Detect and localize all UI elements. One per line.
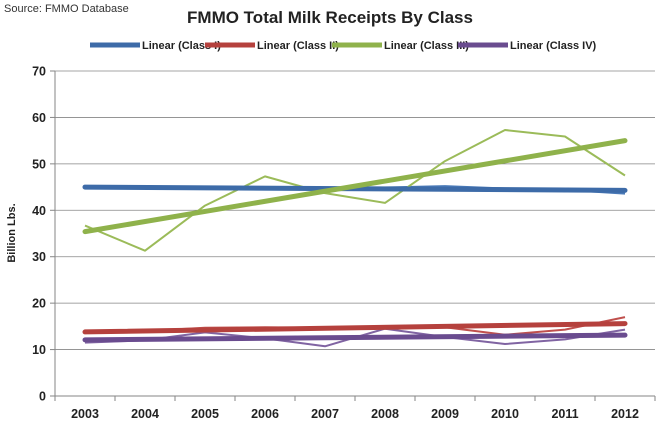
source-note: Source: FMMO Database	[4, 3, 129, 15]
trendlines	[82, 138, 628, 343]
y-tick-label-0: 0	[39, 390, 46, 404]
x-tick-label-2004: 2004	[131, 407, 159, 421]
y-tick-label-60: 60	[32, 111, 46, 125]
trendline-3	[82, 138, 628, 235]
x-tick-label-2008: 2008	[371, 407, 399, 421]
x-tick-label-2010: 2010	[491, 407, 519, 421]
chart-title: FMMO Total Milk Receipts By Class	[187, 8, 473, 27]
y-axis-label: Billion Lbs.	[6, 203, 18, 262]
x-tick-label-2005: 2005	[191, 407, 219, 421]
gridlines	[55, 70, 655, 350]
trendline-1	[82, 184, 628, 193]
y-tick-labels: 0 10 20 30 40 50 60 70	[32, 65, 46, 404]
y-tick-label-20: 20	[32, 297, 46, 311]
y-tick-label-70: 70	[32, 65, 46, 79]
legend: Linear (Class I) Linear (Class II) Linear …	[90, 40, 597, 52]
x-tick-labels: 2003 2004 2005 2006 2007 2008 2009 2010 2011 2012	[71, 407, 639, 421]
x-tick-label-2007: 2007	[311, 407, 339, 421]
x-tick-label-2011: 2011	[551, 407, 578, 421]
trendline-4	[82, 332, 628, 343]
x-tick-label-2006: 2006	[251, 407, 279, 421]
axes	[50, 70, 656, 401]
y-tick-label-10: 10	[32, 343, 46, 357]
legend-label-2: Linear (Class II)	[257, 40, 339, 52]
trendline-2	[82, 321, 628, 335]
x-tick-label-2003: 2003	[71, 407, 99, 421]
series-line-class3	[84, 129, 626, 252]
legend-label-3: Linear (Class III)	[384, 40, 469, 52]
legend-label-1: Linear (Class I)	[142, 40, 221, 52]
y-tick-label-50: 50	[32, 157, 46, 171]
legend-label-4: Linear (Class IV)	[510, 40, 597, 52]
y-tick-label-40: 40	[32, 204, 46, 218]
x-tick-label-2012: 2012	[611, 407, 639, 421]
x-tick-label-2009: 2009	[431, 407, 459, 421]
y-tick-label-30: 30	[32, 250, 46, 264]
series-lines	[84, 129, 626, 348]
